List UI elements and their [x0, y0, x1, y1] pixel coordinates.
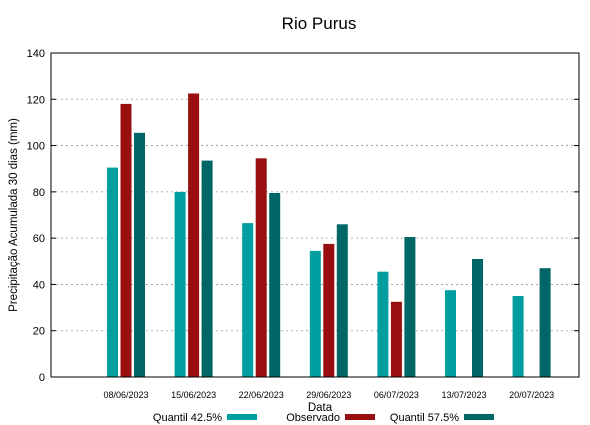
bar-quantil-42-5--7 [512, 296, 524, 377]
bar-quantil-42-5--3 [242, 223, 254, 377]
bar-quantil-57-5--6 [472, 259, 483, 377]
bars [107, 93, 551, 378]
bar-quantil-57-5--1 [134, 132, 145, 377]
legend-label: Observado [286, 412, 340, 424]
legend-swatch [227, 414, 257, 420]
bar-quantil-42-5--6 [445, 290, 456, 377]
x-tick-label: 15/06/2023 [171, 390, 216, 400]
bar-quantil-57-5--3 [269, 193, 281, 377]
grid-lines [51, 98, 579, 332]
y-tick-label: 60 [33, 233, 45, 245]
bar-quantil-42-5--1 [107, 167, 118, 377]
y-tick-label: 140 [27, 48, 45, 60]
y-axis-ticks: 0 20 40 60 80 100 120 140 [27, 48, 579, 384]
x-tick-label: 08/06/2023 [103, 390, 148, 400]
legend-swatch [464, 414, 494, 420]
y-tick-label: 40 [33, 279, 45, 291]
y-tick-label: 20 [33, 326, 45, 338]
bar-observado-1 [120, 103, 132, 378]
bar-quantil-57-5--4 [336, 224, 348, 377]
x-tick-label: 29/06/2023 [306, 390, 351, 400]
bar-quantil-57-5--5 [404, 237, 416, 377]
legend: Quantil 42.5% Observado Quantil 57.5% [153, 412, 494, 424]
x-tick-label: 22/06/2023 [239, 390, 284, 400]
x-tick-label: 06/07/2023 [374, 390, 419, 400]
y-axis-label: Precipitação Acumulada 30 dias (mm) [8, 118, 20, 312]
x-tick-label: 13/07/2023 [441, 390, 486, 400]
y-tick-label: 120 [27, 94, 45, 106]
y-tick-label: 0 [39, 372, 45, 384]
y-tick-label: 100 [27, 141, 45, 153]
bar-observado-5 [390, 301, 402, 377]
bar-quantil-57-5--7 [539, 268, 551, 377]
bar-quantil-42-5--2 [174, 191, 186, 377]
legend-swatch [345, 414, 375, 420]
bar-observado-4 [323, 243, 335, 377]
legend-label: Quantil 57.5% [390, 412, 459, 424]
y-tick-label: 80 [33, 187, 45, 199]
bar-quantil-42-5--4 [309, 250, 321, 377]
x-tick-label: 20/07/2023 [509, 390, 554, 400]
legend-label: Quantil 42.5% [153, 412, 222, 424]
x-axis-ticks: 08/06/2023 15/06/2023 22/06/2023 29/06/2023… [103, 390, 554, 400]
plot-frame [50, 52, 580, 378]
bar-observado-3 [255, 158, 267, 377]
bar-observado-2 [188, 93, 200, 377]
x-axis-label: Data [308, 402, 333, 414]
bar-quantil-57-5--2 [201, 160, 213, 377]
bar-quantil-42-5--5 [377, 271, 389, 377]
chart-title: Rio Purus [282, 14, 357, 33]
